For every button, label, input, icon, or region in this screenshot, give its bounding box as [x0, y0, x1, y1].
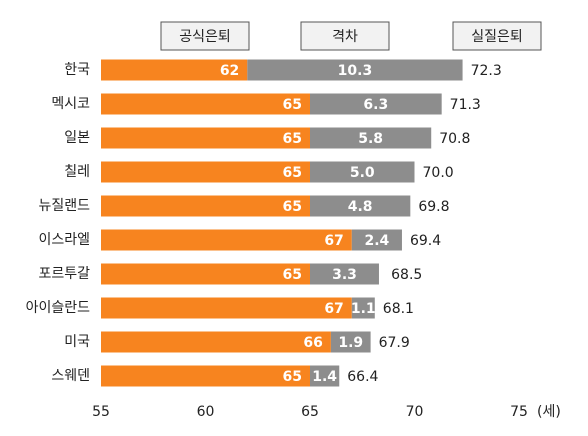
bar-segment [310, 365, 340, 387]
value-label: 65 [283, 131, 302, 147]
bar-segment [247, 59, 463, 81]
value-label: 1.1 [351, 301, 376, 317]
total-label: 68.5 [391, 267, 422, 283]
x-tick-label: 75 [510, 404, 528, 420]
bar-segment [101, 161, 310, 183]
bar-segment [310, 195, 411, 217]
bar-segment [310, 93, 442, 115]
bar-segment [310, 263, 379, 285]
category-label: 포르투갈 [38, 266, 90, 282]
bar-segment [101, 331, 331, 353]
value-label: 4.8 [348, 199, 373, 215]
value-label: 65 [283, 199, 302, 215]
bar-segment [101, 195, 310, 217]
category-label: 뉴질랜드 [38, 198, 90, 214]
value-label: 1.4 [312, 369, 337, 385]
value-label: 65 [283, 97, 302, 113]
total-label: 70.8 [439, 131, 470, 147]
bar-segment [101, 59, 248, 81]
legend-box [160, 21, 250, 51]
total-label: 69.8 [418, 199, 449, 215]
total-label: 70.0 [423, 165, 454, 181]
bar-segment [101, 93, 310, 115]
x-unit: (세) [537, 404, 561, 420]
category-label: 일본 [64, 130, 90, 146]
total-label: 66.4 [347, 369, 378, 385]
value-label: 10.3 [338, 63, 373, 79]
value-label: 65 [283, 165, 302, 181]
value-label: 6.3 [363, 97, 388, 113]
category-label: 아이슬란드 [26, 300, 91, 316]
category-label: 한국 [64, 62, 90, 78]
legend-label: 공식은퇴 [179, 29, 231, 45]
total-label: 67.9 [379, 335, 410, 351]
bar-segment [310, 161, 415, 183]
category-label: 멕시코 [51, 96, 90, 112]
bar-segment [101, 365, 310, 387]
total-label: 69.4 [410, 233, 441, 249]
x-tick-label: 70 [406, 404, 424, 420]
value-label: 1.9 [338, 335, 363, 351]
x-tick-label: 65 [301, 404, 319, 420]
category-label: 칠레 [64, 164, 90, 180]
bar-segment [101, 127, 310, 149]
legend-box [452, 21, 542, 51]
value-label: 5.0 [350, 165, 375, 181]
category-label: 미국 [64, 334, 90, 350]
value-label: 2.4 [364, 233, 389, 249]
legend-label: 실질은퇴 [471, 29, 523, 45]
bar-segment [101, 229, 352, 251]
value-label: 65 [283, 369, 302, 385]
x-tick-label: 60 [197, 404, 215, 420]
category-label: 이스라엘 [38, 232, 90, 248]
legend-label: 격차 [332, 29, 358, 45]
value-label: 3.3 [332, 267, 357, 283]
bar-segment [101, 297, 352, 319]
total-label: 71.3 [450, 97, 481, 113]
bar-segment [330, 331, 371, 353]
legend-box [300, 21, 390, 51]
bar-segment [351, 229, 402, 251]
value-label: 65 [283, 267, 302, 283]
total-label: 72.3 [471, 63, 502, 79]
x-tick-label: 55 [92, 404, 110, 420]
bar-segment [351, 297, 375, 319]
bar-segment [310, 127, 432, 149]
value-label: 62 [220, 63, 239, 79]
value-label: 5.8 [358, 131, 383, 147]
category-label: 스웨덴 [51, 368, 90, 384]
value-label: 67 [324, 233, 343, 249]
total-label: 68.1 [383, 301, 414, 317]
bar-segment [101, 263, 310, 285]
value-label: 67 [324, 301, 343, 317]
value-label: 66 [303, 335, 322, 351]
